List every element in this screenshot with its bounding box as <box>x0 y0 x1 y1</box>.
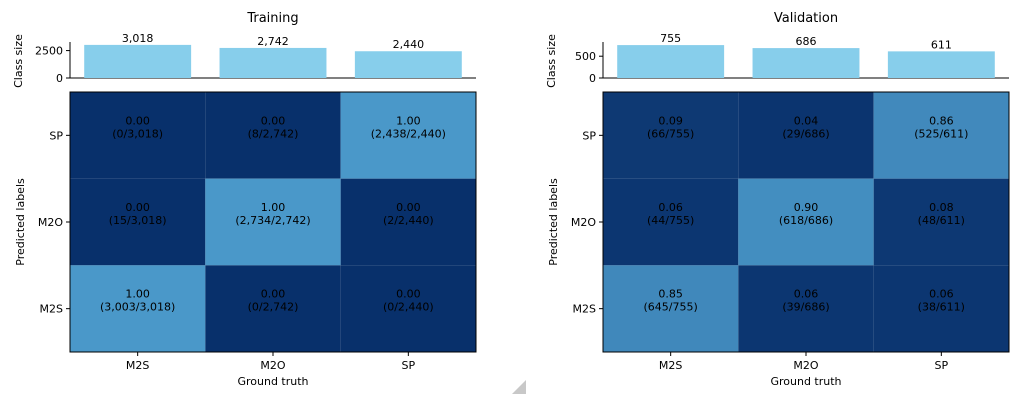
panel-title: Validation <box>774 11 838 26</box>
heatmap-cell-label: 0.00 (15/3,018) <box>109 201 167 227</box>
class-size-bar <box>354 51 462 78</box>
heatmap-cell <box>205 265 341 352</box>
panel-training: Training 0 2500 Class size 3,018 2,742 2,440 0.… <box>12 11 477 388</box>
heatmap-cell <box>603 92 739 179</box>
class-size-bar <box>617 45 725 78</box>
class-size-tick-label: 500 <box>575 50 596 63</box>
heatmap-cell-label: 0.90 (618/686) <box>779 201 833 227</box>
heatmap-cell <box>70 265 206 352</box>
heatmap-cell <box>603 178 739 266</box>
heatmap-cell-label: 1.00 (2,734/2,742) <box>235 201 310 227</box>
class-size-bar-label: 611 <box>931 38 952 51</box>
heatmap-cell-label: 0.09 (66/755) <box>647 114 694 140</box>
y-tick-label: M2O <box>38 216 63 229</box>
heatmap-cell-label: 0.08 (48/611) <box>918 201 965 227</box>
y-tick-label: M2O <box>571 216 596 229</box>
class-size-axis-label: Class size <box>12 34 25 88</box>
class-size-bar-label: 686 <box>796 35 817 48</box>
heatmap-cell <box>603 265 739 352</box>
y-axis-label: Predicted labels <box>14 178 27 266</box>
heatmap-cell <box>205 92 341 179</box>
resize-grip-icon[interactable] <box>512 380 526 394</box>
heatmap-cell-label: 0.06 (39/686) <box>782 288 829 314</box>
x-tick-label: M2S <box>126 359 149 372</box>
x-tick-label: M2O <box>793 359 818 372</box>
y-axis-label: Predicted labels <box>547 178 560 266</box>
heatmap-cell <box>873 265 1009 352</box>
heatmap-cell <box>70 92 206 179</box>
class-size-bar-label: 755 <box>660 32 681 45</box>
x-tick-label: SP <box>402 359 416 372</box>
y-tick-label: SP <box>49 129 63 142</box>
class-size-bar-label: 2,440 <box>393 38 425 51</box>
heatmap-cell-label: 0.00 (8/2,742) <box>248 114 299 140</box>
heatmap-cell <box>738 178 874 266</box>
panel-title: Training <box>246 11 298 26</box>
heatmap-cell <box>340 92 476 179</box>
class-size-bar <box>219 47 327 78</box>
heatmap-cell <box>205 178 341 266</box>
heatmap-cell <box>340 178 476 266</box>
heatmap-cell-label: 0.86 (525/611) <box>914 114 968 140</box>
y-tick-label: SP <box>582 129 596 142</box>
heatmap-cell <box>738 265 874 352</box>
heatmap-cell <box>340 265 476 352</box>
class-size-bar-label: 2,742 <box>257 35 289 48</box>
heatmap-cell-label: 0.04 (29/686) <box>782 114 829 140</box>
heatmap-cell-label: 0.06 (44/755) <box>647 201 694 227</box>
x-axis-label: Ground truth <box>770 375 841 388</box>
heatmap-cell <box>873 92 1009 179</box>
x-tick-label: M2S <box>659 359 682 372</box>
y-tick-label: M2S <box>40 303 63 316</box>
heatmap-cell-label: 1.00 (2,438/2,440) <box>371 114 446 140</box>
heatmap-cell <box>70 178 206 266</box>
x-tick-label: SP <box>935 359 949 372</box>
panel-validation: Validation 0 500 Class size 755 686 611 0.09 (66… <box>545 11 1010 388</box>
class-size-bar <box>887 51 995 78</box>
class-size-bar-label: 3,018 <box>122 32 154 45</box>
heatmap-cell-label: 1.00 (3,003/3,018) <box>100 288 175 314</box>
class-size-tick-label: 0 <box>589 72 596 85</box>
class-size-bar <box>84 44 192 78</box>
heatmap-cell <box>873 178 1009 266</box>
heatmap-cell-label: 0.00 (0/2,742) <box>248 288 299 314</box>
y-tick-label: M2S <box>573 303 596 316</box>
heatmap-cell-label: 0.00 (0/3,018) <box>112 114 163 140</box>
heatmap-cell-label: 0.06 (38/611) <box>918 288 965 314</box>
heatmap-cell-label: 0.00 (0/2,440) <box>383 288 434 314</box>
heatmap-cell <box>738 92 874 179</box>
class-size-tick-label: 0 <box>56 72 63 85</box>
x-axis-label: Ground truth <box>237 375 308 388</box>
class-size-axis-label: Class size <box>545 34 558 88</box>
class-size-tick-label: 2500 <box>35 45 63 58</box>
heatmap-cell-label: 0.00 (2/2,440) <box>383 201 434 227</box>
heatmap-cell-label: 0.85 (645/755) <box>644 288 698 314</box>
class-size-bar <box>752 48 860 78</box>
x-tick-label: M2O <box>260 359 285 372</box>
